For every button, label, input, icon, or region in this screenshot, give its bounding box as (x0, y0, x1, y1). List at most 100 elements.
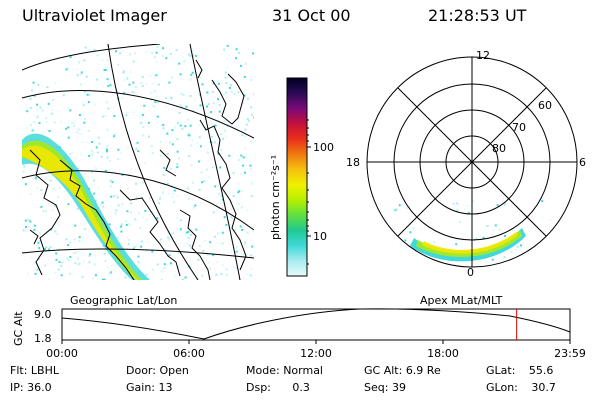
noise-pixel (456, 209, 459, 212)
noise-pixel (180, 92, 183, 95)
noise-pixel (52, 99, 54, 102)
noise-pixel (515, 249, 518, 251)
noise-pixel (76, 131, 79, 134)
noise-pixel (170, 232, 173, 235)
noise-pixel (223, 216, 226, 219)
noise-pixel (36, 116, 39, 119)
noise-pixel (44, 240, 47, 243)
noise-pixel (502, 200, 505, 202)
noise-pixel (40, 205, 43, 208)
noise-pixel (223, 48, 226, 51)
noise-pixel (76, 257, 79, 260)
noise-pixel (26, 110, 29, 113)
noise-pixel (218, 119, 221, 122)
noise-pixel (228, 154, 231, 157)
noise-pixel (238, 51, 240, 54)
noise-pixel (51, 209, 54, 212)
noise-pixel (187, 137, 190, 140)
noise-pixel (568, 229, 571, 232)
noise-pixel (67, 203, 70, 206)
noise-pixel (130, 168, 132, 171)
noise-pixel (225, 268, 228, 271)
noise-pixel (128, 83, 131, 86)
noise-pixel (571, 238, 573, 240)
noise-pixel (44, 117, 47, 120)
noise-pixel (128, 53, 131, 56)
noise-pixel (569, 210, 572, 213)
noise-pixel (239, 225, 242, 228)
noise-pixel (37, 258, 40, 261)
noise-pixel (127, 243, 130, 246)
noise-pixel (115, 209, 118, 212)
noise-pixel (242, 253, 245, 256)
noise-pixel (88, 254, 91, 257)
noise-pixel (413, 251, 416, 254)
info-glat: GLat: 55.6 (486, 364, 554, 377)
noise-pixel (141, 85, 144, 88)
noise-pixel (166, 263, 169, 266)
noise-pixel (220, 149, 223, 152)
noise-pixel (228, 86, 231, 89)
noise-pixel (527, 258, 530, 261)
noise-pixel (104, 69, 107, 71)
noise-pixel (397, 266, 399, 267)
noise-pixel (240, 154, 243, 157)
noise-pixel (176, 194, 179, 197)
noise-pixel (183, 63, 186, 66)
lat-label-60: 60 (538, 99, 552, 112)
noise-pixel (74, 224, 77, 227)
noise-pixel (557, 238, 560, 241)
noise-pixel (75, 207, 78, 210)
noise-pixel (67, 258, 70, 261)
noise-pixel (98, 142, 101, 145)
noise-pixel (77, 128, 80, 131)
noise-pixel (35, 267, 38, 270)
noise-pixel (161, 270, 164, 273)
noise-pixel (178, 62, 181, 65)
noise-pixel (235, 48, 238, 51)
noise-pixel (371, 216, 374, 219)
noise-pixel (237, 91, 240, 94)
noise-pixel (206, 91, 209, 94)
noise-pixel (72, 252, 75, 255)
noise-pixel (176, 150, 179, 153)
noise-pixel (134, 142, 137, 145)
noise-pixel (189, 55, 192, 57)
noise-pixel (65, 68, 68, 71)
timeline-x-tick: 12:00 (300, 347, 332, 360)
noise-pixel (106, 78, 109, 81)
noise-pixel (163, 166, 166, 169)
noise-pixel (82, 104, 85, 107)
noise-pixel (93, 263, 96, 266)
noise-pixel (22, 170, 25, 173)
noise-pixel (250, 106, 253, 109)
noise-pixel (217, 142, 220, 145)
noise-pixel (139, 104, 142, 107)
noise-pixel (113, 133, 116, 136)
noise-pixel (155, 74, 158, 77)
noise-pixel (31, 89, 34, 92)
noise-pixel (216, 204, 219, 206)
noise-pixel (171, 129, 174, 132)
noise-pixel (409, 231, 412, 234)
noise-pixel (77, 207, 80, 210)
noise-pixel (79, 133, 82, 136)
noise-pixel (142, 134, 145, 137)
noise-pixel (217, 207, 220, 210)
noise-pixel (50, 228, 52, 231)
noise-pixel (244, 147, 247, 150)
noise-pixel (184, 276, 187, 279)
noise-pixel (55, 252, 58, 255)
noise-pixel (109, 84, 112, 87)
noise-pixel (107, 85, 110, 88)
noise-pixel (147, 121, 150, 124)
noise-pixel (129, 224, 132, 227)
noise-pixel (159, 140, 162, 143)
noise-pixel (124, 276, 127, 279)
noise-pixel (253, 231, 254, 233)
noise-pixel (100, 155, 103, 158)
noise-pixel (173, 189, 176, 192)
noise-pixel (542, 260, 545, 263)
noise-pixel (188, 197, 191, 200)
noise-pixel (160, 279, 163, 280)
